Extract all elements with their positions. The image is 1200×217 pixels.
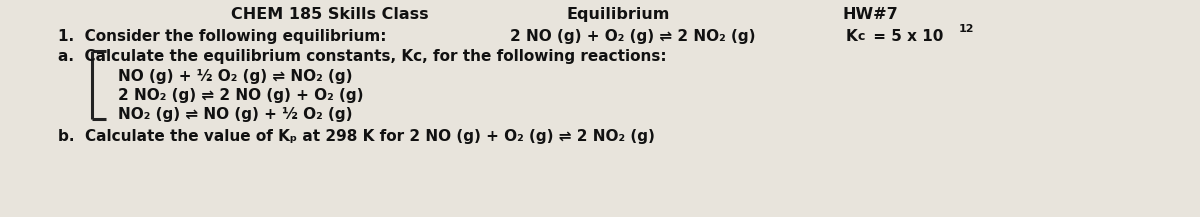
Text: HW#7: HW#7 <box>842 7 898 22</box>
Text: Equilibrium: Equilibrium <box>566 7 670 22</box>
Text: 2 NO₂ (g) ⇌ 2 NO (g) + O₂ (g): 2 NO₂ (g) ⇌ 2 NO (g) + O₂ (g) <box>118 88 364 103</box>
Text: 2 NO (g) + O₂ (g) ⇌ 2 NO₂ (g): 2 NO (g) + O₂ (g) ⇌ 2 NO₂ (g) <box>510 29 756 44</box>
Text: K: K <box>846 29 858 44</box>
Text: 12: 12 <box>959 24 974 34</box>
Text: 1.  Consider the following equilibrium:: 1. Consider the following equilibrium: <box>58 29 386 44</box>
Text: NO (g) + ½ O₂ (g) ⇌ NO₂ (g): NO (g) + ½ O₂ (g) ⇌ NO₂ (g) <box>118 69 353 84</box>
Text: c: c <box>858 30 865 43</box>
Text: a.  Calculate the equilibrium constants, Kc, for the following reactions:: a. Calculate the equilibrium constants, … <box>58 49 667 64</box>
Text: CHEM 185 Skills Class: CHEM 185 Skills Class <box>232 7 428 22</box>
Text: = 5 x 10: = 5 x 10 <box>868 29 943 44</box>
Text: NO₂ (g) ⇌ NO (g) + ½ O₂ (g): NO₂ (g) ⇌ NO (g) + ½ O₂ (g) <box>118 107 353 122</box>
Text: b.  Calculate the value of Kₚ at 298 K for 2 NO (g) + O₂ (g) ⇌ 2 NO₂ (g): b. Calculate the value of Kₚ at 298 K fo… <box>58 129 655 144</box>
